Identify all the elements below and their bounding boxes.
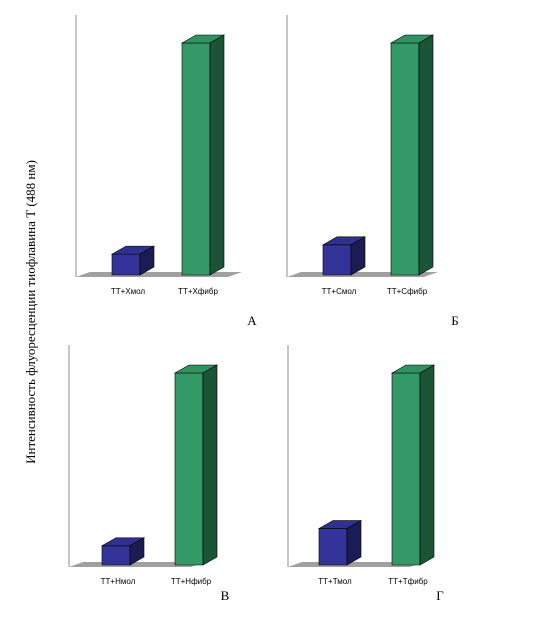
bar xyxy=(100,537,146,566)
bar-front xyxy=(101,545,131,566)
bar-side xyxy=(418,34,434,276)
chart-svg: ТТ+Хмол ТТ+Хфибр А xyxy=(75,15,257,328)
x-tick-label: ТТ+Тфибр xyxy=(388,577,428,586)
bar-side xyxy=(419,364,435,566)
bar-front xyxy=(318,528,348,566)
bar-front xyxy=(174,372,204,566)
x-tick-label: ТТ+Тмол xyxy=(318,577,352,586)
bar-front xyxy=(181,42,211,276)
bar-front xyxy=(391,372,421,566)
x-tick-label: ТТ+Хфибр xyxy=(178,287,218,296)
panel-letter: Б xyxy=(451,313,458,328)
y-axis-label: Интенсивность флуоресценции тиофлавина Т… xyxy=(23,160,38,464)
floor xyxy=(76,272,242,277)
x-tick-label: ТТ+Смол xyxy=(322,287,357,296)
bar-side xyxy=(202,364,218,566)
x-tick-label: ТТ+Хмол xyxy=(111,287,146,296)
bar xyxy=(389,34,435,276)
bar-front xyxy=(322,244,352,276)
chart-svg: ТТ+Нмол ТТ+Нфибр В xyxy=(68,345,230,603)
bar-side xyxy=(139,245,155,276)
panel-letter: В xyxy=(221,588,230,603)
bar-side xyxy=(129,537,145,566)
panel-letter: А xyxy=(247,313,257,328)
panel-g: ТТ+Тмол ТТ+Тфибр Г xyxy=(274,345,464,627)
x-tick-label: ТТ+Сфибр xyxy=(387,287,428,296)
bar xyxy=(321,236,367,276)
bar xyxy=(110,245,156,276)
panel-v: ТТ+Нмол ТТ+Нфибр В xyxy=(55,345,245,627)
x-tick-label: ТТ+Нфибр xyxy=(171,577,212,586)
bar xyxy=(173,364,219,566)
bar-front xyxy=(390,42,420,276)
bar xyxy=(317,520,363,566)
panel-b: ТТ+Смол ТТ+Сфибр Б xyxy=(273,15,478,337)
bar-side xyxy=(346,520,362,566)
bar xyxy=(180,34,226,276)
panel-letter: Г xyxy=(436,588,444,603)
chart-svg: ТТ+Тмол ТТ+Тфибр Г xyxy=(287,345,444,603)
x-tick-label: ТТ+Нмол xyxy=(101,577,136,586)
bar-front xyxy=(111,253,141,276)
panel-a: ТТ+Хмол ТТ+Хфибр А xyxy=(62,15,282,337)
bar-side xyxy=(350,236,366,276)
bar xyxy=(390,364,436,566)
chart-svg: ТТ+Смол ТТ+Сфибр Б xyxy=(286,15,459,328)
bar-side xyxy=(209,34,225,276)
